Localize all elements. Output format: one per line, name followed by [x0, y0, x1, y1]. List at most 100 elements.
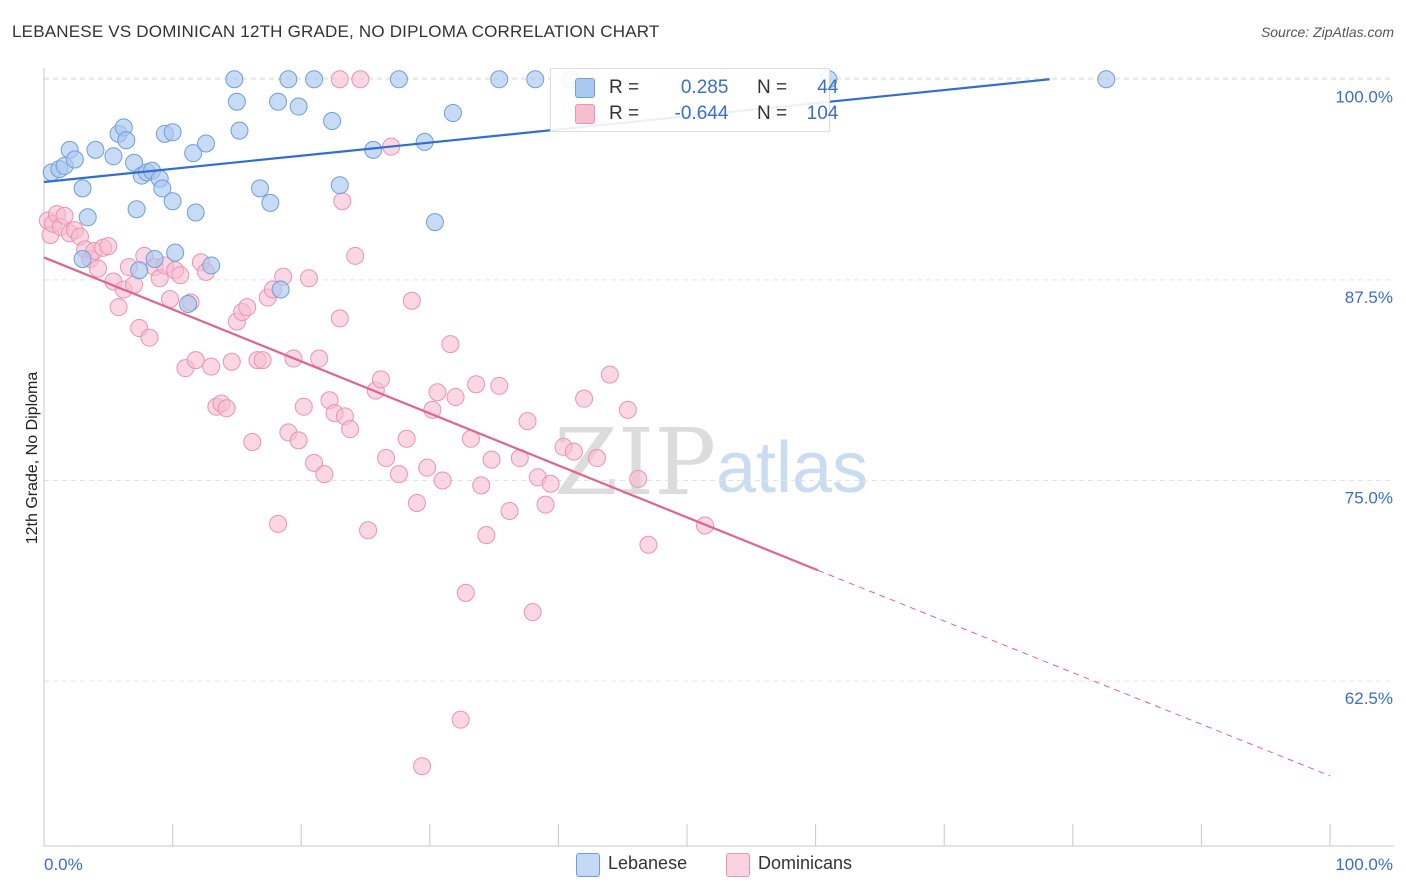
dominican-point — [518, 412, 537, 431]
dominican-point — [477, 526, 496, 545]
lebanese-point — [261, 193, 280, 212]
lebanese-point — [269, 92, 288, 111]
lebanese-point — [389, 70, 408, 89]
watermark-zip: ZIP — [554, 409, 716, 516]
n-value: 44 — [817, 77, 839, 98]
dominican-point — [99, 237, 118, 256]
lebanese-point — [227, 92, 246, 111]
dominican-point — [639, 535, 658, 554]
legend-label: Lebanese — [608, 853, 688, 873]
r-value: 0.285 — [680, 77, 729, 98]
lebanese-point — [443, 103, 462, 122]
series-legend: Lebanese Dominicans — [0, 852, 1406, 877]
x-tick-label: 0.0% — [44, 855, 83, 874]
lebanese-trend-line — [43, 78, 1050, 184]
lebanese-point — [526, 70, 545, 89]
r-label: R = — [609, 77, 640, 98]
dominican-point — [413, 757, 432, 776]
dominican-point — [55, 206, 74, 225]
dominican-point — [310, 349, 329, 368]
lebanese-point — [323, 111, 342, 130]
lebanese-point — [202, 256, 221, 275]
lebanese-point — [197, 134, 216, 153]
dominican-point — [359, 521, 378, 540]
dominican-swatch — [726, 853, 750, 877]
dominican-point — [140, 328, 159, 347]
y-tick-label: 100.0% — [1335, 87, 1393, 106]
dominican-point — [89, 259, 108, 278]
dominican-point — [418, 458, 437, 477]
dominican-point — [587, 449, 606, 468]
lebanese-point — [225, 70, 244, 89]
grid-lines — [44, 77, 1394, 682]
dominican-point — [500, 502, 519, 521]
lebanese-point — [179, 294, 198, 313]
lebanese-point — [145, 250, 164, 269]
watermark-atlas: atlas — [716, 428, 868, 508]
source-label: Source: ZipAtlas.com — [1260, 24, 1394, 40]
r-label: R = — [609, 103, 640, 124]
dominican-point — [377, 449, 396, 468]
lebanese-point — [78, 208, 97, 227]
dominican-point — [575, 389, 594, 408]
dominican-point — [341, 420, 360, 439]
dominican-point — [222, 352, 241, 371]
dominican-point — [397, 429, 416, 448]
lebanese-point — [230, 121, 249, 140]
dominican-trend-line — [43, 256, 819, 572]
x-tick-labels: 0.0% 100.0% — [44, 855, 1393, 874]
dominican-point — [490, 376, 509, 395]
lebanese-point — [184, 144, 203, 163]
lebanese-point — [251, 179, 270, 198]
y-tick-labels: 62.5% 75.0% 87.5% 100.0% — [1335, 87, 1393, 708]
n-label: N = — [756, 77, 788, 98]
stats-legend: R = 0.285 N = 44 R = -0.644 N = 104 — [550, 68, 838, 132]
trend-lines — [43, 78, 1331, 777]
dominican-point — [600, 365, 619, 384]
lebanese-point — [305, 70, 324, 89]
lebanese-swatch — [576, 853, 600, 877]
lebanese-point — [186, 203, 205, 222]
dominican-point — [171, 266, 190, 285]
dominican-point — [472, 476, 491, 495]
r-value: -0.644 — [674, 103, 729, 124]
dominican-point — [346, 246, 365, 265]
lebanese-point — [117, 131, 136, 150]
dominican-point — [330, 70, 349, 89]
dominican-swatch — [575, 104, 595, 124]
dominican-point — [629, 469, 648, 488]
x-tick-label: 100.0% — [1335, 855, 1393, 874]
dominican-trend-extension — [817, 569, 1331, 777]
dominican-point — [618, 400, 637, 419]
dominican-point — [407, 493, 426, 512]
dominican-point — [428, 383, 447, 402]
dominican-point — [351, 70, 370, 89]
lebanese-point — [163, 192, 182, 211]
lebanese-point — [73, 179, 92, 198]
dominican-point — [389, 465, 408, 484]
dominican-point — [564, 442, 583, 461]
dominican-point — [202, 357, 221, 376]
lebanese-point — [279, 70, 298, 89]
dominican-point — [402, 291, 421, 310]
lebanese-point — [271, 280, 290, 299]
dominican-point — [315, 465, 334, 484]
dominican-point — [243, 433, 262, 451]
dominican-point — [456, 583, 475, 602]
axes — [43, 68, 1394, 847]
n-value: 104 — [806, 103, 839, 124]
lebanese-point — [163, 123, 182, 142]
y-tick-label: 87.5% — [1345, 288, 1393, 307]
dominican-point — [541, 474, 560, 493]
chart-title: LEBANESE VS DOMINICAN 12TH GRADE, NO DIP… — [12, 22, 660, 41]
dominican-point — [217, 399, 236, 418]
dominican-point — [467, 375, 486, 394]
lebanese-point — [330, 176, 349, 195]
lebanese-point — [104, 147, 123, 166]
dominican-point — [330, 309, 349, 328]
dominican-point — [451, 710, 470, 729]
dominican-point — [238, 298, 257, 317]
dominican-point — [371, 370, 390, 389]
dominican-point — [299, 269, 318, 288]
